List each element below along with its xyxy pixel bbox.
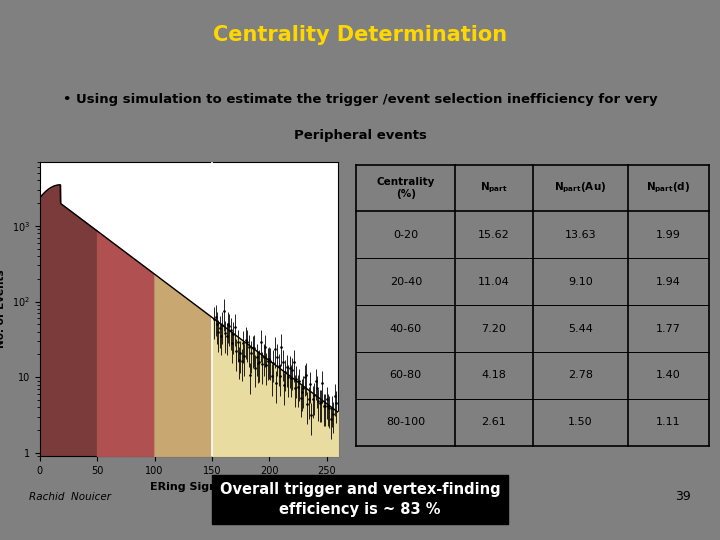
Text: 1.11: 1.11 — [657, 417, 681, 427]
X-axis label: ERing Signal: ERing Signal — [150, 482, 228, 491]
Text: N$_\mathregular{part}$(d): N$_\mathregular{part}$(d) — [647, 181, 690, 195]
Text: 0-20: 0-20 — [393, 230, 418, 240]
Text: 20-40: 20-40 — [390, 276, 422, 287]
Text: 5.44: 5.44 — [568, 323, 593, 334]
Text: 80-100: 80-100 — [386, 417, 426, 427]
Text: Centrality
(%): Centrality (%) — [377, 177, 435, 199]
Text: 1.94: 1.94 — [656, 276, 681, 287]
Text: 1.77: 1.77 — [656, 323, 681, 334]
Text: 9.10: 9.10 — [568, 276, 593, 287]
Text: 15.62: 15.62 — [478, 230, 510, 240]
Text: 2.61: 2.61 — [482, 417, 506, 427]
Text: 11.04: 11.04 — [478, 276, 510, 287]
Text: Overall trigger and vertex-finding
efficiency is ~ 83 %: Overall trigger and vertex-finding effic… — [220, 482, 500, 517]
Text: 7.20: 7.20 — [482, 323, 506, 334]
Text: 2.78: 2.78 — [568, 370, 593, 380]
Text: 13.63: 13.63 — [564, 230, 596, 240]
Text: 60-80: 60-80 — [390, 370, 422, 380]
Text: 39: 39 — [675, 490, 691, 503]
Text: 40-60: 40-60 — [390, 323, 422, 334]
Text: Centrality Determination: Centrality Determination — [213, 25, 507, 45]
Text: 4.18: 4.18 — [482, 370, 506, 380]
Text: 1.99: 1.99 — [656, 230, 681, 240]
Text: Rachid  Nouicer: Rachid Nouicer — [29, 492, 111, 502]
Text: N$_\mathregular{part}$(Au): N$_\mathregular{part}$(Au) — [554, 181, 606, 195]
Y-axis label: No. of Events: No. of Events — [0, 270, 6, 348]
Text: • Using simulation to estimate the trigger /event selection inefficiency for ver: • Using simulation to estimate the trigg… — [63, 93, 657, 106]
Text: N$_\mathregular{part}$: N$_\mathregular{part}$ — [480, 181, 508, 195]
Text: Peripheral events: Peripheral events — [294, 129, 426, 142]
Text: 1.50: 1.50 — [568, 417, 593, 427]
Text: 1.40: 1.40 — [656, 370, 681, 380]
